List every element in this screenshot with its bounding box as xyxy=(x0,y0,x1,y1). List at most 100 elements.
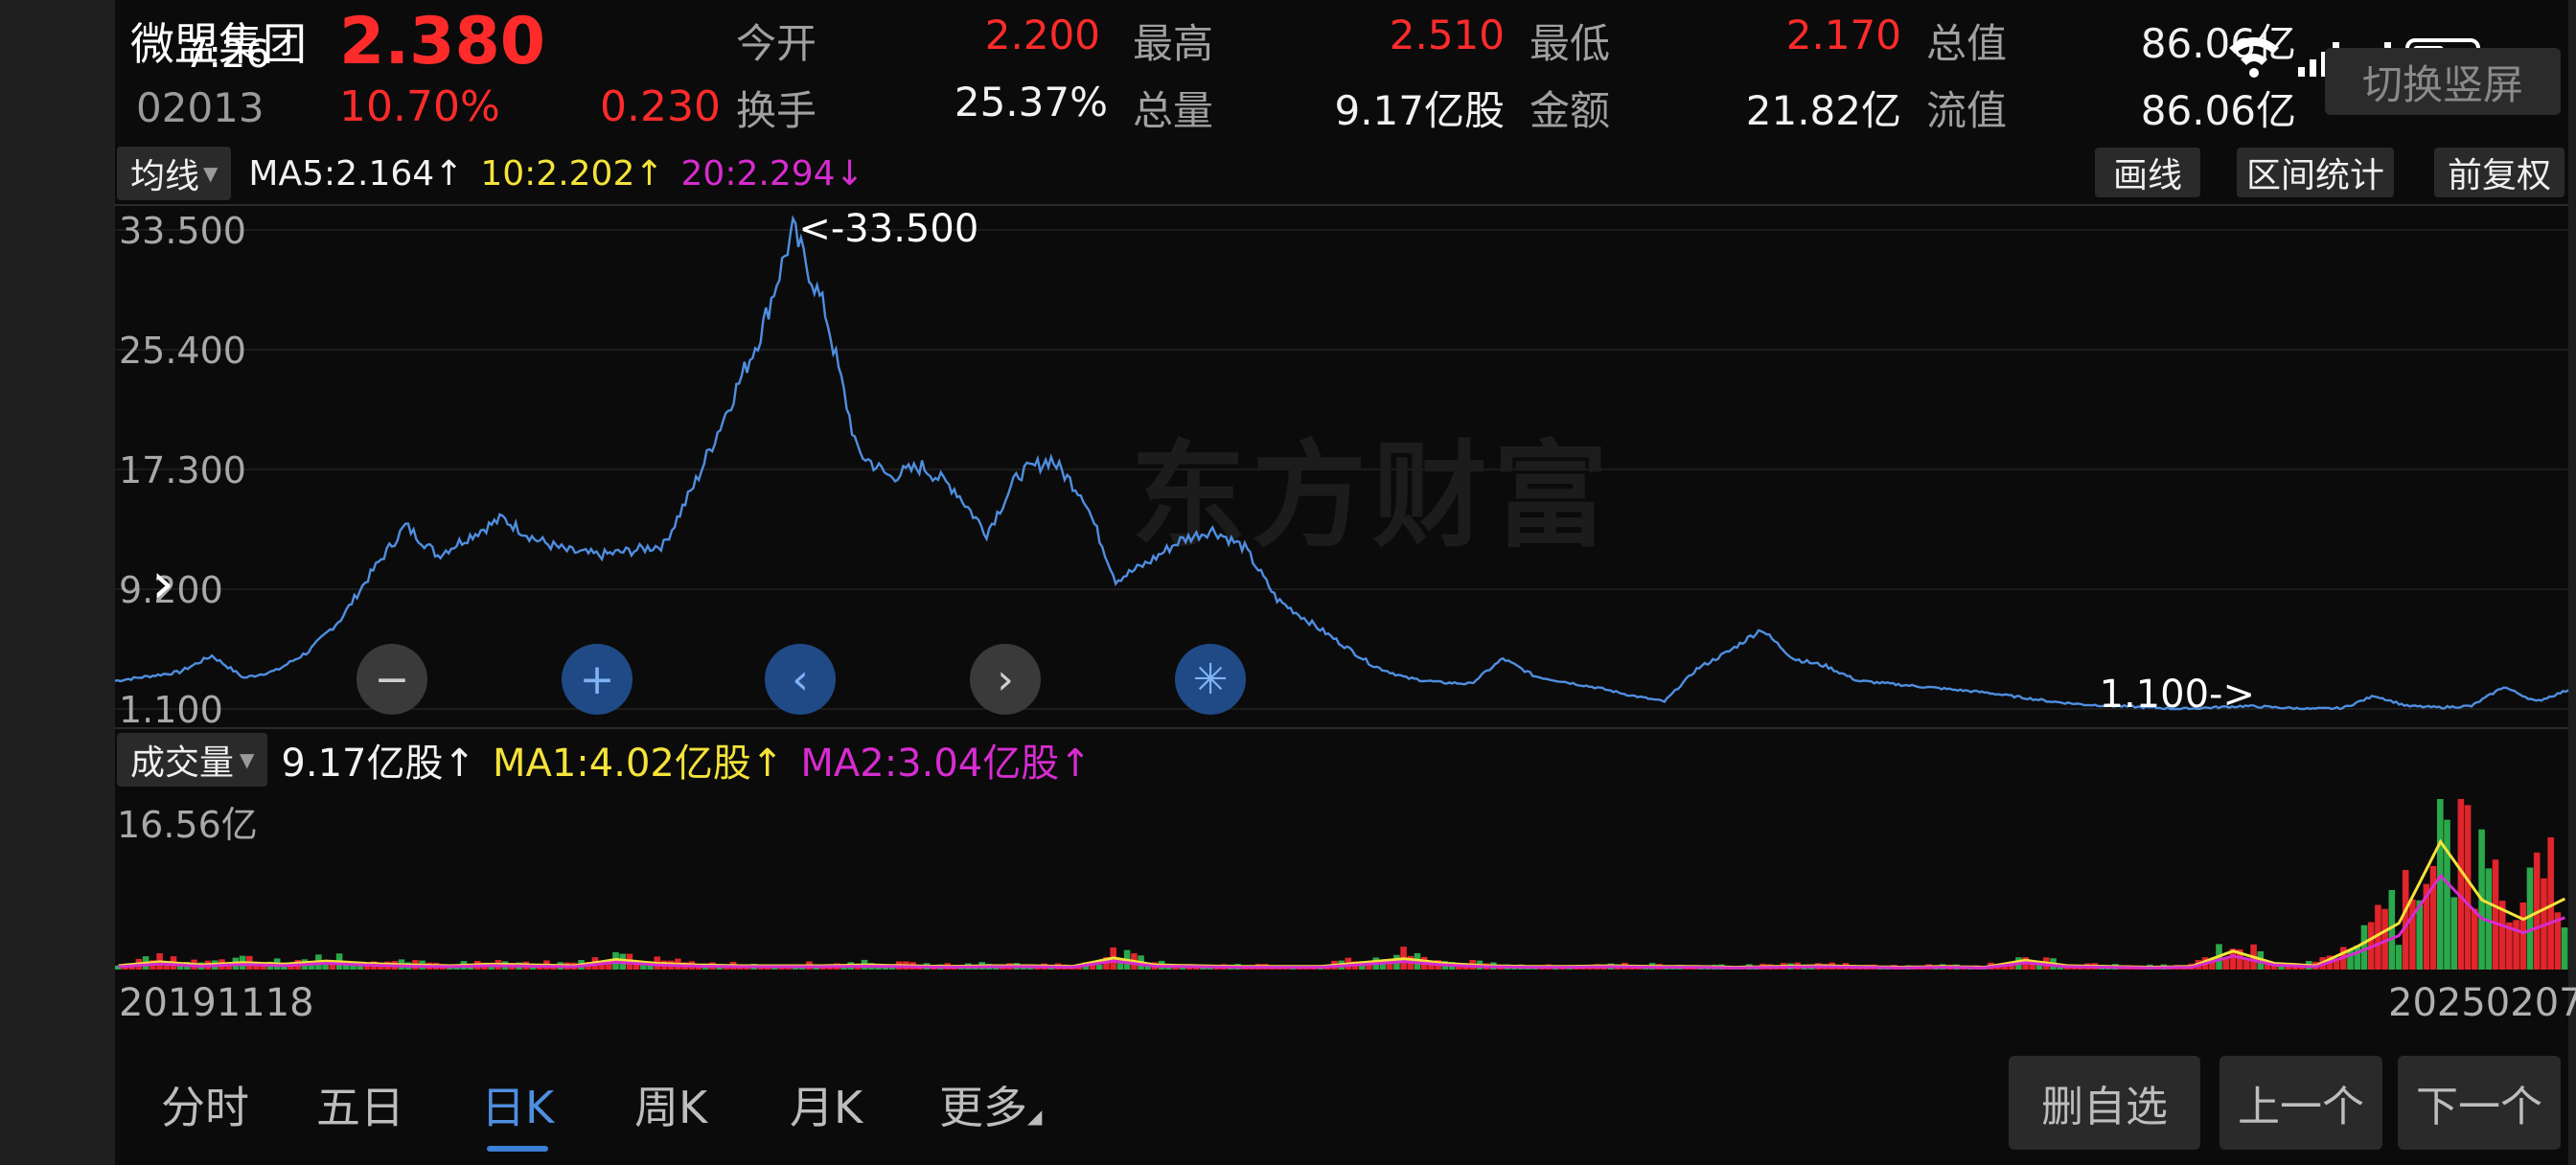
low-value: 2.170 xyxy=(1785,11,1901,58)
volume-bar xyxy=(2498,901,2506,970)
ma-legend-bar: 均线 ▼ MA5:2.164↑ 10:2.202↑ 20:2.294↓ xyxy=(117,147,864,200)
tab-monthly-k[interactable]: 月K xyxy=(790,1082,863,1133)
range-stats-button[interactable]: 区间统计 xyxy=(2237,148,2394,197)
volume-bar xyxy=(647,964,654,970)
tab-intraday[interactable]: 分时 xyxy=(161,1082,249,1133)
switch-orientation-button[interactable]: 切换竖屏 xyxy=(2325,48,2561,115)
volume-max-label: 16.56亿 xyxy=(117,804,258,846)
volume-selector-label: 成交量 xyxy=(130,743,235,783)
volume-bar xyxy=(2347,949,2354,970)
scroll-left-button[interactable]: ‹ xyxy=(765,644,836,715)
volume-bar xyxy=(176,965,184,970)
next-stock-button[interactable]: 下一个 xyxy=(2398,1056,2561,1150)
crosshair-button[interactable]: ✳ xyxy=(1175,644,1246,715)
volume-bar xyxy=(2416,900,2423,970)
volume-bar xyxy=(2236,948,2243,970)
active-tab-indicator xyxy=(487,1146,548,1152)
volume-bar xyxy=(2526,867,2534,970)
y-tick-label: 9.200 xyxy=(119,569,223,611)
volume-bar xyxy=(1165,967,1172,970)
tab-weekly-k[interactable]: 周K xyxy=(634,1082,708,1133)
open-value: 2.200 xyxy=(984,11,1100,58)
tab-more[interactable]: 更多◢ xyxy=(939,1073,1042,1136)
y-tick-label: 17.300 xyxy=(119,449,246,491)
low-label: 最低 xyxy=(1530,20,1611,67)
stock-code: 02013 xyxy=(136,84,264,131)
volume-bar xyxy=(2209,961,2216,970)
expand-left-arrow[interactable]: › xyxy=(151,550,174,617)
corner-triangle-icon: ◢ xyxy=(1027,1105,1043,1128)
volume-bar xyxy=(378,964,384,970)
volume-bar xyxy=(723,967,730,970)
caret-down-icon: ▼ xyxy=(203,162,218,185)
low-annotation: 1.100-> xyxy=(2100,673,2255,717)
volume-bar xyxy=(122,967,128,970)
volume-bar xyxy=(2388,889,2396,970)
volume-bar xyxy=(288,965,294,970)
amount-label: 金额 xyxy=(1530,87,1611,134)
chart-grid xyxy=(115,204,2568,729)
volume-bar xyxy=(2243,958,2250,970)
ma-selector[interactable]: 均线 ▼ xyxy=(117,147,232,200)
turnover-label: 换手 xyxy=(736,87,817,134)
volume-bar xyxy=(972,967,978,970)
draw-line-button[interactable]: 画线 xyxy=(2095,148,2200,197)
volume-legend-bar: 成交量 ▼ 9.17亿股↑ MA1:4.02亿股↑ MA2:3.04亿股↑ xyxy=(117,733,1092,787)
volume-bar xyxy=(2285,964,2291,970)
tab-five-day[interactable]: 五日 xyxy=(316,1082,404,1133)
volume-bar xyxy=(115,965,122,970)
volume-bar xyxy=(2264,964,2271,970)
volume-bar xyxy=(875,967,882,970)
tab-daily-k[interactable]: 日K xyxy=(481,1082,555,1133)
price-adjust-button[interactable]: 前复权 xyxy=(2434,148,2564,197)
high-annotation: <-33.500 xyxy=(798,207,978,251)
volume-bar xyxy=(2008,965,2015,970)
ma-selector-label: 均线 xyxy=(130,157,200,196)
volume-bar xyxy=(1116,962,1124,970)
volume-bar xyxy=(2485,868,2493,970)
previous-stock-button[interactable]: 上一个 xyxy=(2220,1056,2382,1150)
volume-bar xyxy=(2423,883,2430,970)
left-edge-strip xyxy=(0,0,115,1165)
volume-bar xyxy=(2354,945,2361,970)
volume-bar xyxy=(882,966,889,970)
volume-bar xyxy=(2029,961,2036,970)
volume-bar xyxy=(163,965,171,970)
volume-bar xyxy=(2513,920,2519,970)
volume-bar xyxy=(1386,959,1393,970)
volume-bar xyxy=(2036,963,2043,970)
ma20-value: 20:2.294↓ xyxy=(680,153,864,194)
amount-value: 21.82亿 xyxy=(1745,87,1901,134)
volume-bar xyxy=(598,964,606,970)
volume-bar xyxy=(1379,959,1387,970)
volume-bar xyxy=(2402,870,2409,970)
volume-bar xyxy=(2492,859,2499,970)
volume-bar xyxy=(2444,819,2450,970)
volume-bar xyxy=(2381,908,2388,970)
zoom-out-button[interactable]: − xyxy=(356,644,427,715)
volume-bar xyxy=(1428,964,1435,970)
volume-bar xyxy=(2270,964,2278,970)
volume-bar xyxy=(2395,945,2403,970)
scroll-right-button[interactable]: › xyxy=(970,644,1041,715)
volume-bar xyxy=(1462,966,1469,970)
remove-watchlist-button[interactable]: 删自选 xyxy=(2009,1056,2200,1150)
volume-bar xyxy=(1366,962,1372,970)
volume-bar xyxy=(1034,967,1041,970)
volume-bar xyxy=(2001,965,2009,970)
volume-bar xyxy=(840,966,847,970)
change-amount: 0.230 xyxy=(600,82,721,131)
ma10-value: 10:2.202↑ xyxy=(480,153,664,194)
volume-bar xyxy=(2333,959,2340,970)
zoom-in-button[interactable]: + xyxy=(562,644,632,715)
volume-bar xyxy=(2429,865,2437,970)
volume-bar xyxy=(322,965,329,970)
y-tick-label: 33.500 xyxy=(119,210,246,252)
volume-bar xyxy=(363,964,371,970)
float-cap-label: 流值 xyxy=(1926,87,2008,134)
volume-bar xyxy=(2561,927,2568,970)
volume-selector[interactable]: 成交量 ▼ xyxy=(117,733,268,787)
volume-value: 9.17亿股 xyxy=(1334,87,1505,134)
y-tick-label: 1.100 xyxy=(119,689,223,731)
